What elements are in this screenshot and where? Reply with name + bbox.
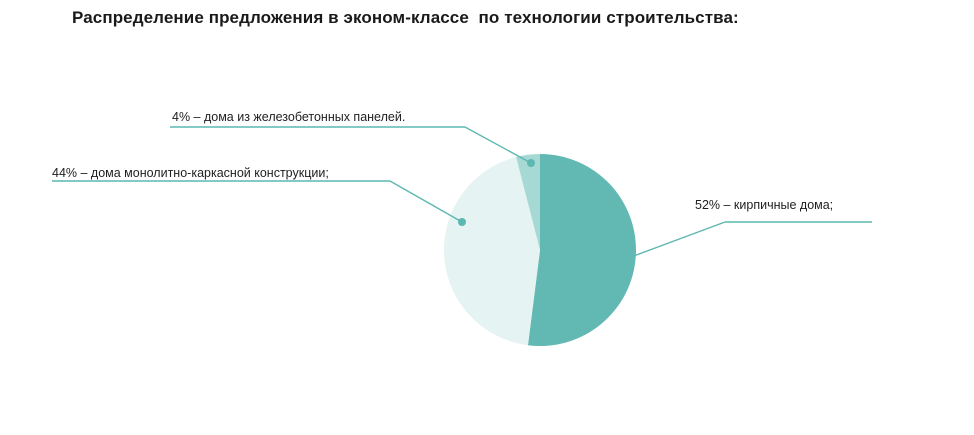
slice-label-panel: 4% – дома из железобетонных панелей. — [172, 110, 405, 124]
pie-slice-monolithic — [444, 157, 540, 346]
leader-line-brick — [633, 221, 726, 257]
slice-label-group-panel: 4% – дома из железобетонных панелей. — [170, 110, 535, 167]
pie-slice-panel — [516, 154, 540, 250]
slice-label-group-brick: 52% – кирпичные дома; — [633, 198, 872, 257]
slice-label-monolithic: 44% – дома монолитно-каркасной конструкц… — [52, 166, 329, 180]
slice-label-brick: 52% – кирпичные дома; — [695, 198, 833, 212]
leader-line-panel — [464, 126, 532, 164]
chart-title: Распределение предложения в эконом-класс… — [72, 8, 739, 27]
leader-dot-panel — [527, 159, 535, 167]
leader-dot-monolithic — [458, 218, 466, 226]
leader-line-monolithic — [389, 180, 463, 223]
pie-slice-brick — [527, 154, 636, 346]
slice-label-group-monolithic: 44% – дома монолитно-каркасной конструкц… — [52, 166, 466, 226]
